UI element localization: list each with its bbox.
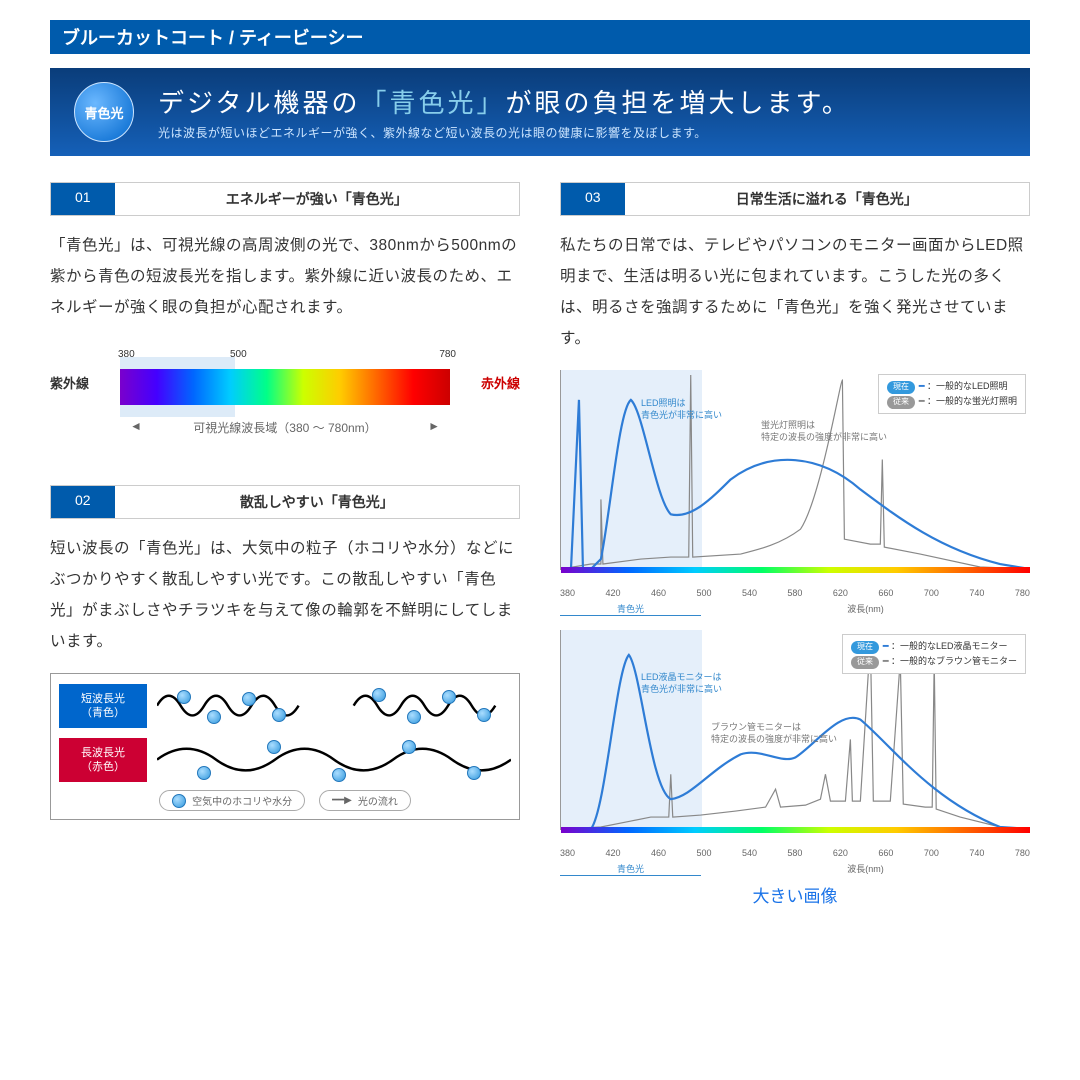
chart-led-lighting: LED照明は 青色光が非常に高い 蛍光灯照明は 特定の波長の強度が非常に高い 現… — [560, 370, 1030, 570]
scatter-legend: 空気中のホコリや水分 ━━▶光の流れ — [59, 790, 511, 811]
sec-num: 02 — [51, 486, 115, 518]
leg-a: ：一般的なLED照明 — [927, 381, 1008, 391]
note-ledmon: LED液晶モニターは 青色光が非常に高い — [641, 672, 722, 695]
leg-b: ：一般的なブラウン管モニター — [891, 656, 1017, 666]
blue-wave — [157, 682, 511, 730]
x-axis: 波長(nm) — [701, 602, 1030, 616]
x-ticks-2: 380420460500540580620660700740780 — [560, 848, 1030, 858]
badge-old: 従来 — [851, 656, 879, 669]
leg-flow: 光の流れ — [358, 793, 398, 808]
badge-now: 現在 — [851, 641, 879, 654]
red-tag: 長波長光 （赤色） — [59, 738, 147, 783]
title-bar: ブルーカットコート / ティービーシー — [50, 20, 1030, 54]
section-02-header: 02 散乱しやすい「青色光」 — [50, 485, 520, 519]
big-image-link[interactable]: 大きい画像 — [560, 882, 1030, 907]
leg-dust: 空気中のホコリや水分 — [192, 793, 292, 808]
sec-03-body: 私たちの日常では、テレビやパソコンのモニター画面からLED照明まで、生活は明るい… — [560, 230, 1030, 354]
hero-pre: デジタル機器の — [158, 88, 360, 118]
tick-380: 380 — [118, 349, 135, 360]
sec-title: 日常生活に溢れる「青色光」 — [625, 183, 1029, 215]
spectrum-diagram: 紫外線 赤外線 380 500 780 可視光線波長域（380 〜 780nm） — [50, 339, 520, 469]
hero-badge: 青色光 — [74, 82, 134, 142]
chart-legend: 現在━ ：一般的なLED照明 従来━ ：一般的な蛍光灯照明 — [878, 374, 1026, 414]
x-blue: 青色光 — [560, 602, 701, 616]
left-column: 01 エネルギーが強い「青色光」 「青色光」は、可視光線の高周波側の光で、380… — [50, 182, 520, 907]
hero-headline: デジタル機器の「青色光」が眼の負担を増大します。 — [158, 83, 851, 120]
blue-tag: 短波長光 （青色） — [59, 684, 147, 729]
sec-title: 散乱しやすい「青色光」 — [115, 486, 519, 518]
section-01-header: 01 エネルギーが強い「青色光」 — [50, 182, 520, 216]
chart-legend: 現在━ ：一般的なLED液晶モニター 従来━ ：一般的なブラウン管モニター — [842, 634, 1026, 674]
sec-title: エネルギーが強い「青色光」 — [115, 183, 519, 215]
sec-num: 03 — [561, 183, 625, 215]
x-blue: 青色光 — [560, 862, 701, 876]
red-wave — [157, 736, 511, 784]
chart-led-monitor: LED液晶モニターは 青色光が非常に高い ブラウン管モニターは 特定の波長の強度… — [560, 630, 1030, 830]
hero-post: が眼の負担を増大します。 — [506, 88, 851, 118]
ir-label: 赤外線 — [481, 373, 520, 392]
sec-02-body: 短い波長の「青色光」は、大気中の粒子（ホコリや水分）などにぶつかりやすく散乱しや… — [50, 533, 520, 657]
note-crt: ブラウン管モニターは 特定の波長の強度が非常に高い — [711, 722, 837, 745]
uv-label: 紫外線 — [50, 373, 89, 392]
hero-sub: 光は波長が短いほどエネルギーが強く、紫外線など短い波長の光は眼の健康に影響を及ぼ… — [158, 124, 851, 141]
section-03-header: 03 日常生活に溢れる「青色光」 — [560, 182, 1030, 216]
leg-a: ：一般的なLED液晶モニター — [891, 641, 1008, 651]
sec-num: 01 — [51, 183, 115, 215]
tick-780: 780 — [439, 349, 456, 360]
x-ticks-1: 380420460500540580620660700740780 — [560, 588, 1030, 598]
note-led: LED照明は 青色光が非常に高い — [641, 398, 722, 421]
note-fluor: 蛍光灯照明は 特定の波長の強度が非常に高い — [761, 420, 887, 443]
hero-banner: 青色光 デジタル機器の「青色光」が眼の負担を増大します。 光は波長が短いほどエネ… — [50, 68, 1030, 156]
badge-old: 従来 — [887, 396, 915, 409]
hero-highlight: 「青色光」 — [360, 88, 505, 118]
x-axis: 波長(nm) — [701, 862, 1030, 876]
leg-b: ：一般的な蛍光灯照明 — [927, 396, 1017, 406]
badge-now: 現在 — [887, 381, 915, 394]
sec-01-body: 「青色光」は、可視光線の高周波側の光で、380nmから500nmの紫から青色の短… — [50, 230, 520, 323]
range-label: 可視光線波長域（380 〜 780nm） — [130, 419, 440, 436]
scatter-diagram: 短波長光 （青色） 長波長光 （赤色） — [50, 673, 520, 820]
right-column: 03 日常生活に溢れる「青色光」 私たちの日常では、テレビやパソコンのモニター画… — [560, 182, 1030, 907]
tick-500: 500 — [230, 349, 247, 360]
